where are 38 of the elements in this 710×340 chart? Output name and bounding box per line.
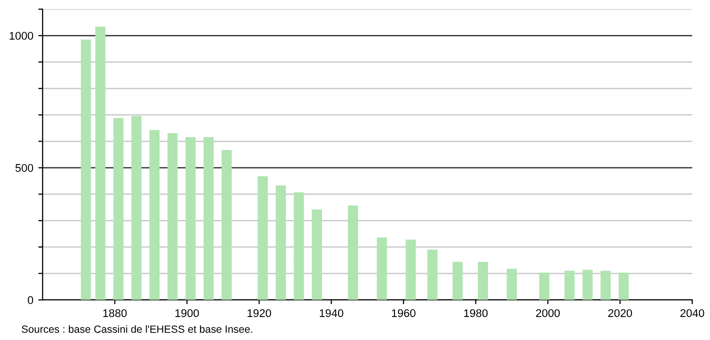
bar — [258, 176, 268, 300]
bar — [376, 238, 387, 300]
bar — [95, 26, 106, 300]
bar — [600, 270, 611, 300]
bar — [618, 272, 629, 300]
bar — [113, 118, 124, 300]
x-tick-label: 1960 — [392, 309, 416, 318]
y-tick-label: 0 — [28, 296, 34, 304]
bar — [478, 262, 488, 300]
source-note: Sources : base Cassini de l'EHESS et base Insee. — [22, 325, 252, 333]
x-tick-label: 1900 — [175, 309, 199, 318]
bar — [564, 270, 575, 300]
y-tick-label: 500 — [15, 164, 34, 172]
bar — [312, 210, 322, 300]
bar — [294, 192, 304, 300]
bar — [348, 206, 358, 300]
bar — [222, 150, 232, 300]
x-tick-label: 2020 — [608, 309, 632, 318]
bar — [204, 137, 214, 300]
bar — [539, 272, 550, 300]
x-tick-label: 2040 — [680, 309, 704, 318]
bar — [406, 240, 416, 300]
bar — [506, 268, 517, 300]
x-tick-label: 1920 — [248, 309, 272, 318]
bar — [131, 116, 142, 300]
bar — [452, 262, 463, 300]
x-tick-label: 1880 — [103, 309, 127, 318]
bar — [582, 270, 593, 300]
y-tick-label: 1000 — [10, 32, 34, 40]
bar — [186, 137, 196, 300]
bar — [167, 133, 178, 300]
x-tick-label: 1980 — [464, 309, 488, 318]
bar — [80, 40, 91, 300]
bar — [427, 250, 438, 300]
x-tick-label: 2000 — [536, 309, 560, 318]
bar — [149, 130, 160, 300]
bar — [276, 185, 286, 300]
x-tick-label: 1940 — [320, 309, 344, 318]
